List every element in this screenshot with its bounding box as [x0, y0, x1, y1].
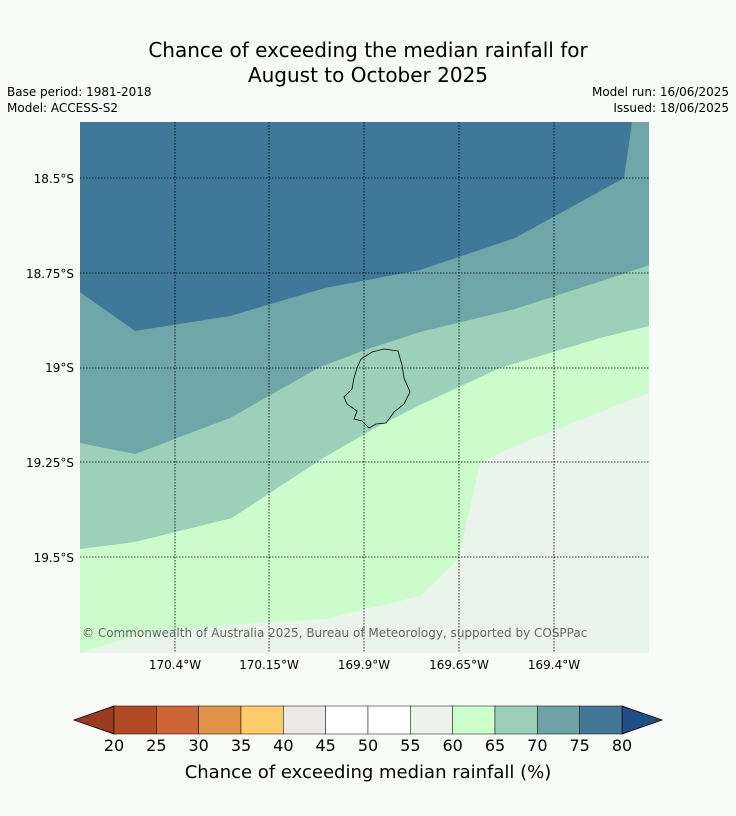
colorbar-tick-label: 50 — [357, 736, 379, 755]
zone-75 — [80, 122, 632, 331]
colorbar-segment — [283, 705, 326, 735]
model-run: Model run: 16/06/2025 — [591, 85, 729, 99]
niue-island-outline — [343, 348, 411, 429]
title-line-2: August to October 2025 — [247, 63, 489, 87]
base-period: Base period: 1981-2018 — [7, 85, 152, 99]
lon-label: 170.4°W — [149, 658, 201, 672]
colorbar-segment — [325, 705, 369, 735]
probability-zones — [80, 122, 649, 653]
model-name: Model: ACCESS-S2 — [7, 101, 119, 115]
colorbar-tick-label: 55 — [400, 736, 421, 755]
lat-label: 18.5°S — [34, 172, 74, 186]
lat-label: 19.25°S — [26, 456, 74, 470]
colorbar-segment — [113, 705, 157, 735]
colorbar-tick-label: 80 — [611, 736, 633, 755]
colorbar-segment — [494, 705, 538, 735]
colorbar-tick-label: 45 — [315, 736, 336, 755]
colorbar-tick-label: 30 — [188, 736, 209, 755]
lon-label: 170.15°W — [239, 658, 299, 672]
colorbar-high-extend — [621, 705, 664, 735]
issued-date: Issued: 18/06/2025 — [613, 101, 729, 115]
longitude-labels: 170.4°W 170.15°W 169.9°W 169.65°W 169.4°… — [149, 658, 580, 672]
title-line-1: Chance of exceeding the median rainfall … — [148, 38, 588, 62]
colorbar-segment — [410, 705, 453, 735]
copyright-notice: © Commonwealth of Australia 2025, Bureau… — [82, 626, 587, 640]
colorbar-tick-label: 60 — [442, 736, 463, 755]
colorbar-segment — [452, 705, 496, 735]
lat-label: 19.5°S — [34, 551, 74, 565]
colorbar-tick-label: 40 — [273, 736, 294, 755]
meta-left: Base period: 1981-2018 Model: ACCESS-S2 — [7, 84, 152, 116]
lat-label: 19°S — [45, 361, 74, 375]
colorbar-tick-label: 70 — [527, 736, 548, 755]
colorbar-tick-label: 20 — [103, 736, 125, 755]
colorbar-segment — [240, 705, 284, 735]
lon-label: 169.9°W — [338, 658, 390, 672]
colorbar-tick-label: 65 — [484, 736, 506, 755]
colorbar-low-extend — [72, 705, 115, 735]
colorbar-tick-label: 35 — [230, 736, 252, 755]
gridlines — [80, 122, 649, 653]
map-title: Chance of exceeding the median rainfall … — [0, 38, 736, 88]
meta-right: Model run: 16/06/2025 Issued: 18/06/2025 — [592, 84, 729, 116]
colorbar-segment — [579, 705, 623, 735]
lon-label: 169.4°W — [528, 658, 580, 672]
colorbar-segment — [367, 705, 411, 735]
colorbar-label: Chance of exceeding median rainfall (%) — [184, 762, 552, 783]
colorbar-tick-label: 25 — [146, 736, 167, 755]
colorbar-segment — [156, 705, 199, 735]
lon-label: 169.65°W — [429, 658, 489, 672]
colorbar-segment — [198, 705, 242, 735]
colorbar-ticks: 20 25 30 35 40 45 50 55 60 65 70 75 80 — [0, 736, 736, 756]
colorbar-tick-label: 75 — [569, 736, 590, 755]
latitude-labels: 18.5°S 18.75°S 19°S 19.25°S 19.5°S — [26, 172, 74, 565]
colorbar-segment — [537, 705, 580, 735]
colorbar — [72, 705, 664, 735]
lat-label: 18.75°S — [26, 267, 74, 281]
